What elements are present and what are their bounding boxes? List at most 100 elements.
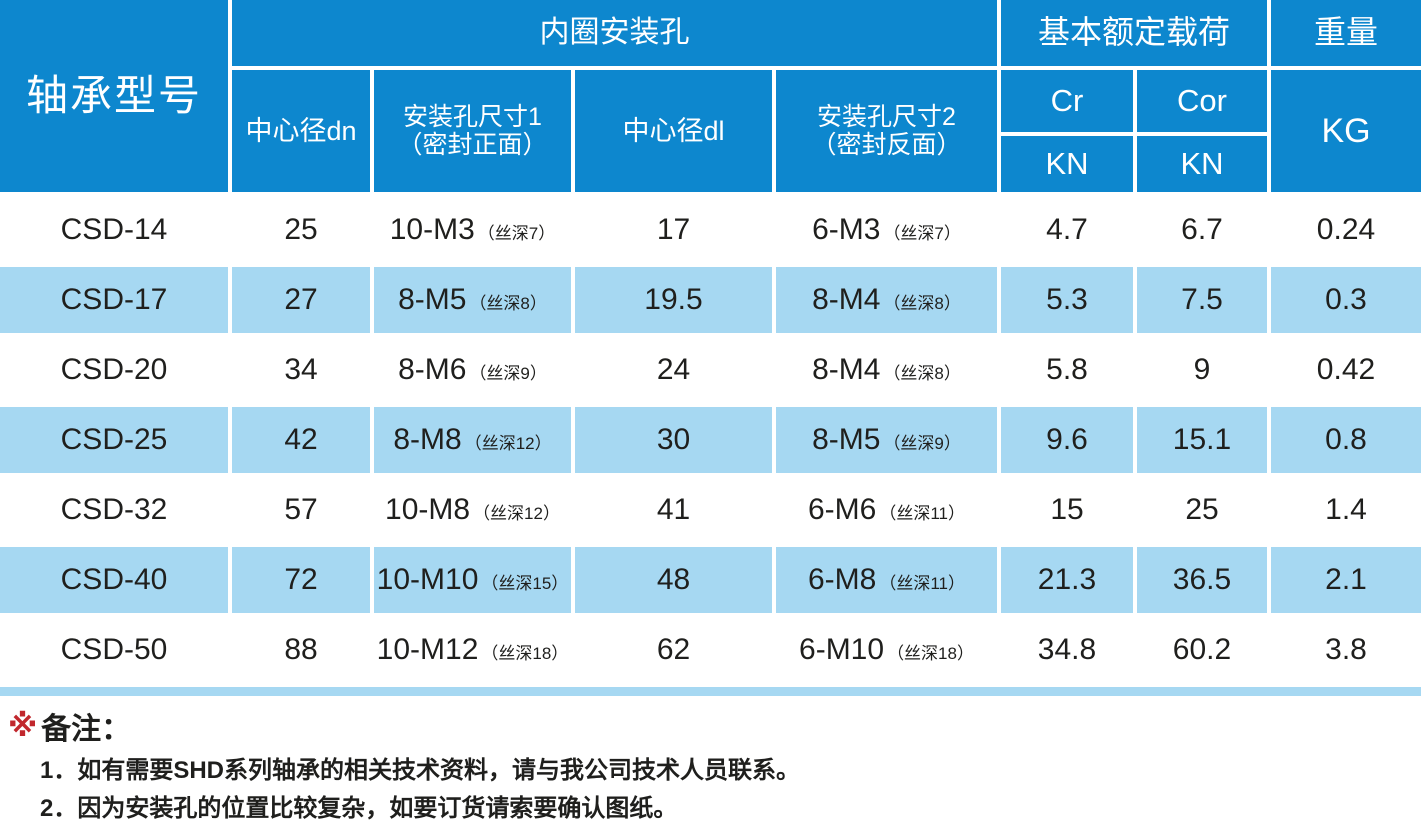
cell-dl: 41 (656, 493, 691, 526)
cell-model: CSD-17 (0, 267, 228, 333)
remark-item-1: 1．如有需要SHD系列轴承的相关技术资料，请与我公司技术人员联系。 (40, 757, 801, 784)
remarks-title: ※ 备注： (8, 704, 1421, 748)
size1-note: （丝深12） (464, 434, 552, 453)
cell-size2: 6-M8 （丝深11） (776, 547, 997, 613)
size1-note: （丝深8） (469, 294, 547, 313)
cell-cor: 60.2 (1172, 633, 1232, 666)
table-row: CSD-20 34 8-M6 （丝深9） 24 8-M4 （丝深8） 5.8 9 0… (0, 335, 1421, 405)
size1-note: （丝深12） (473, 504, 560, 523)
size1-main: 10-M8 (385, 493, 471, 526)
cell-cr: 34.8 (1037, 633, 1097, 666)
header-hole-size1-line2: （密封正面） (397, 131, 548, 159)
header-hole-size2-line2: （密封反面） (811, 131, 962, 159)
size2-main: 6-M3 (812, 213, 881, 246)
size1-note: （丝深15） (481, 574, 569, 593)
header-hole-size2: 安装孔尺寸2 （密封反面） (776, 70, 997, 192)
cell-dn: 72 (232, 547, 370, 613)
cell-model: CSD-50 (60, 633, 168, 666)
cell-model: CSD-40 (0, 547, 228, 613)
spec-table: 轴承型号 内圈安装孔 基本额定载荷 重量 中心径dn 安装孔尺寸1 （密封正面）… (0, 0, 1421, 696)
header-kg-unit: KG (1271, 70, 1421, 192)
size2-main: 8-M4 (812, 283, 881, 316)
size1-main: 10-M12 (376, 633, 479, 666)
header-hole-size1: 安装孔尺寸1 （密封正面） (374, 70, 571, 192)
cell-size1: 10-M3 （丝深7） (374, 195, 571, 265)
size2-note: （丝深9） (883, 434, 961, 453)
cell-model: CSD-20 (60, 353, 168, 386)
cell-kg: 3.8 (1325, 633, 1367, 666)
cell-cr: 9.6 (1001, 407, 1133, 473)
cell-model: CSD-32 (60, 493, 168, 526)
size1-main: 10-M10 (376, 563, 479, 596)
cell-cor: 36.5 (1137, 547, 1267, 613)
cell-cor: 15.1 (1137, 407, 1267, 473)
cell-size1: 8-M5 （丝深8） (374, 267, 571, 333)
cell-size2: 8-M5 （丝深9） (776, 407, 997, 473)
header-group-weight: 重量 (1271, 0, 1421, 66)
table-row: CSD-14 25 10-M3 （丝深7） 17 6-M3 （丝深7） 4.7 6.… (0, 195, 1421, 265)
size2-main: 6-M10 (799, 633, 885, 666)
cell-dn: 42 (232, 407, 370, 473)
cell-cor: 9 (1193, 353, 1211, 386)
size1-note: （丝深7） (477, 224, 556, 243)
size2-note: （丝深11） (879, 574, 965, 593)
cell-size2: 6-M10 （丝深18） (776, 615, 997, 685)
reference-mark-icon: ※ (8, 709, 38, 743)
size2-note: （丝深8） (883, 294, 961, 313)
cell-kg: 0.8 (1271, 407, 1421, 473)
size2-main: 8-M5 (812, 423, 881, 456)
cell-dn: 34 (284, 353, 318, 386)
cell-kg: 0.42 (1316, 353, 1376, 386)
cell-dn: 25 (284, 213, 318, 246)
cell-cor: 7.5 (1137, 267, 1267, 333)
header-cor: Cor (1137, 70, 1267, 132)
cell-size1: 8-M6 （丝深9） (374, 335, 571, 405)
cell-dl: 24 (656, 353, 691, 386)
size2-note: （丝深11） (879, 504, 965, 523)
cell-dl: 62 (656, 633, 691, 666)
size1-main: 8-M8 (393, 423, 462, 456)
cell-cor: 6.7 (1181, 213, 1223, 246)
size2-main: 6-M8 (807, 563, 877, 596)
size2-main: 8-M4 (812, 353, 881, 386)
header-center-dia-dl: 中心径dl (575, 70, 772, 192)
table-row: CSD-40 72 10-M10 （丝深15） 48 6-M8 （丝深11） 21.… (0, 545, 1421, 615)
cell-cor: 25 (1185, 493, 1219, 526)
size2-note: （丝深7） (883, 224, 961, 243)
header-hole-size2-line1: 安装孔尺寸2 (817, 103, 956, 131)
cell-size1: 10-M12 （丝深18） (374, 615, 571, 685)
cell-cr: 21.3 (1001, 547, 1133, 613)
cell-kg: 0.3 (1271, 267, 1421, 333)
table-bottom-border (0, 687, 1421, 696)
size1-note: （丝深18） (481, 644, 569, 663)
size2-note: （丝深8） (883, 364, 961, 383)
table-body: CSD-14 25 10-M3 （丝深7） 17 6-M3 （丝深7） 4.7 6.… (0, 195, 1421, 685)
header-group-inner-holes: 内圈安装孔 (232, 0, 997, 66)
table-row: CSD-17 27 8-M5 （丝深8） 19.5 8-M4 （丝深8） 5.3 7… (0, 265, 1421, 335)
remark-item-2: 2．因为安装孔的位置比较复杂，如要订货请索要确认图纸。 (40, 795, 678, 822)
cell-dl: 17 (656, 213, 691, 246)
size1-main: 8-M5 (398, 283, 467, 316)
cell-dn: 57 (284, 493, 318, 526)
cell-size1: 10-M8 （丝深12） (374, 475, 571, 545)
cell-size2: 6-M6 （丝深11） (776, 475, 997, 545)
cell-dl: 30 (575, 407, 772, 473)
size1-main: 10-M3 (389, 213, 475, 246)
cell-model: CSD-14 (60, 213, 168, 246)
cell-model: CSD-25 (0, 407, 228, 473)
cell-size1: 8-M8 （丝深12） (374, 407, 571, 473)
table-row: CSD-32 57 10-M8 （丝深12） 41 6-M6 （丝深11） 15 2… (0, 475, 1421, 545)
cell-dl: 48 (575, 547, 772, 613)
cell-dl: 19.5 (575, 267, 772, 333)
cell-cr: 5.8 (1046, 353, 1088, 386)
cell-kg: 2.1 (1271, 547, 1421, 613)
size1-main: 8-M6 (398, 353, 467, 386)
size2-main: 6-M6 (807, 493, 877, 526)
cell-dn: 27 (232, 267, 370, 333)
table-header: 轴承型号 内圈安装孔 基本额定载荷 重量 中心径dn 安装孔尺寸1 （密封正面）… (0, 0, 1421, 192)
header-hole-size1-line1: 安装孔尺寸1 (403, 103, 542, 131)
header-center-dia-dn: 中心径dn (232, 70, 370, 192)
cell-cr: 4.7 (1046, 213, 1088, 246)
cell-kg: 0.24 (1316, 213, 1376, 246)
table-row: CSD-25 42 8-M8 （丝深12） 30 8-M5 （丝深9） 9.6 15… (0, 405, 1421, 475)
